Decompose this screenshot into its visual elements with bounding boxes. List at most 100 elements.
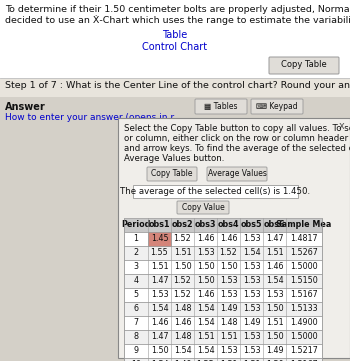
Text: or column, either click on the row or column header or use the Shift: or column, either click on the row or co…: [124, 134, 350, 143]
Text: 1.50: 1.50: [174, 262, 191, 271]
FancyBboxPatch shape: [147, 167, 197, 181]
Text: 1.46: 1.46: [220, 234, 237, 243]
Text: Answer: Answer: [5, 102, 46, 112]
Text: 1.5000: 1.5000: [290, 262, 318, 271]
Text: 4: 4: [133, 276, 139, 285]
Text: 1.5267: 1.5267: [290, 248, 318, 257]
Text: 1.54: 1.54: [243, 248, 260, 257]
Bar: [148, 232, 171, 246]
Text: 1.53: 1.53: [220, 276, 237, 285]
Text: 1.50: 1.50: [266, 360, 283, 361]
Text: 1.48: 1.48: [174, 304, 191, 313]
Text: 1.46: 1.46: [197, 234, 214, 243]
Text: 1.54: 1.54: [151, 360, 168, 361]
Text: 1.54: 1.54: [266, 276, 283, 285]
Text: 2: 2: [133, 248, 139, 257]
Text: Period: Period: [121, 220, 151, 229]
Text: Copy Table: Copy Table: [281, 60, 327, 69]
Text: obs1: obs1: [149, 220, 170, 229]
Text: 1.50: 1.50: [197, 276, 214, 285]
Text: obs5: obs5: [241, 220, 262, 229]
Text: The average of the selected cell(s) is 1.450.: The average of the selected cell(s) is 1…: [120, 187, 310, 196]
Text: 1.46: 1.46: [197, 290, 214, 299]
Text: 1.51: 1.51: [197, 332, 214, 341]
Text: 1.4817: 1.4817: [290, 234, 318, 243]
Text: Average Values button.: Average Values button.: [124, 154, 224, 163]
Text: 1.53: 1.53: [220, 346, 237, 355]
Text: 1.53: 1.53: [243, 290, 260, 299]
Bar: [0, 79, 350, 97]
Text: 1.49: 1.49: [174, 360, 191, 361]
Text: obs4: obs4: [218, 220, 239, 229]
Bar: [0, 97, 350, 361]
Text: 1.53: 1.53: [266, 290, 283, 299]
Text: Copy Value: Copy Value: [182, 203, 224, 212]
Text: and arrow keys. To find the average of the selected cells, select the: and arrow keys. To find the average of t…: [124, 144, 350, 153]
Text: 1.50: 1.50: [266, 332, 283, 341]
Text: 1.52: 1.52: [174, 234, 191, 243]
Text: 1.54: 1.54: [174, 346, 191, 355]
Text: 1.53: 1.53: [243, 234, 260, 243]
Text: 5: 5: [133, 290, 139, 299]
Text: 1.53: 1.53: [197, 248, 214, 257]
Text: To determine if their 1.50 centimeter bolts are properly adjusted, Norman & Maye: To determine if their 1.50 centimeter bo…: [5, 5, 350, 14]
Text: 1.52: 1.52: [174, 290, 191, 299]
Text: ⌨ Keypad: ⌨ Keypad: [256, 102, 298, 111]
Bar: [124, 288, 322, 302]
Text: 1: 1: [133, 234, 139, 243]
Text: 1.48: 1.48: [174, 332, 191, 341]
Text: 1.55: 1.55: [197, 360, 214, 361]
Text: 1.51: 1.51: [151, 262, 168, 271]
Text: 6: 6: [133, 304, 139, 313]
Text: Control Chart: Control Chart: [142, 42, 208, 52]
Text: obs3: obs3: [195, 220, 216, 229]
Text: 1.45: 1.45: [151, 234, 168, 243]
Bar: [124, 302, 322, 316]
Text: obs2: obs2: [172, 220, 193, 229]
Text: 1.53: 1.53: [243, 332, 260, 341]
Text: 1.50: 1.50: [266, 304, 283, 313]
Text: 1.55: 1.55: [150, 248, 168, 257]
Text: 3: 3: [133, 262, 139, 271]
Bar: [124, 330, 322, 344]
Text: 1.5150: 1.5150: [290, 276, 318, 285]
Bar: [133, 185, 298, 198]
Bar: [124, 260, 322, 274]
Text: 1.53: 1.53: [220, 290, 237, 299]
Text: 1.50: 1.50: [197, 262, 214, 271]
Text: 9: 9: [133, 346, 139, 355]
Text: 1.51: 1.51: [174, 248, 191, 257]
Text: ▦ Tables: ▦ Tables: [204, 102, 238, 111]
Text: 1.50: 1.50: [220, 262, 237, 271]
Text: 1.53: 1.53: [243, 262, 260, 271]
Text: 1.46: 1.46: [151, 318, 168, 327]
Bar: [124, 232, 322, 246]
Bar: [124, 358, 322, 361]
Text: 1.47: 1.47: [151, 276, 168, 285]
Text: Step 1 of 7 : What is the Center Line of the control chart? Round your answer to: Step 1 of 7 : What is the Center Line of…: [5, 81, 350, 90]
Text: decided to use an Ẋ-Chart which uses the range to estimate the variability in th: decided to use an Ẋ-Chart which uses the…: [5, 15, 350, 25]
Text: 7: 7: [133, 318, 139, 327]
FancyBboxPatch shape: [251, 99, 303, 114]
Text: 1.51: 1.51: [220, 332, 237, 341]
Text: How to enter your answer (opens in r: How to enter your answer (opens in r: [5, 113, 174, 122]
Text: Sample Mea: Sample Mea: [276, 220, 332, 229]
Text: 1.46: 1.46: [174, 318, 191, 327]
Text: 1.54: 1.54: [197, 318, 214, 327]
Text: 1.51: 1.51: [266, 248, 283, 257]
Text: 1.54: 1.54: [151, 304, 168, 313]
Text: obs6: obs6: [264, 220, 285, 229]
Text: 1.53: 1.53: [151, 290, 168, 299]
Bar: [124, 246, 322, 260]
Text: 1.4900: 1.4900: [290, 318, 318, 327]
FancyBboxPatch shape: [269, 57, 339, 74]
Text: 10: 10: [131, 360, 141, 361]
Text: 1.53: 1.53: [243, 346, 260, 355]
Text: 1.5217: 1.5217: [290, 346, 318, 355]
Text: 8: 8: [133, 332, 139, 341]
Text: 1.50: 1.50: [151, 346, 168, 355]
Text: x: x: [339, 121, 345, 131]
Text: 1.48: 1.48: [220, 318, 237, 327]
FancyBboxPatch shape: [195, 99, 247, 114]
Bar: [124, 344, 322, 358]
